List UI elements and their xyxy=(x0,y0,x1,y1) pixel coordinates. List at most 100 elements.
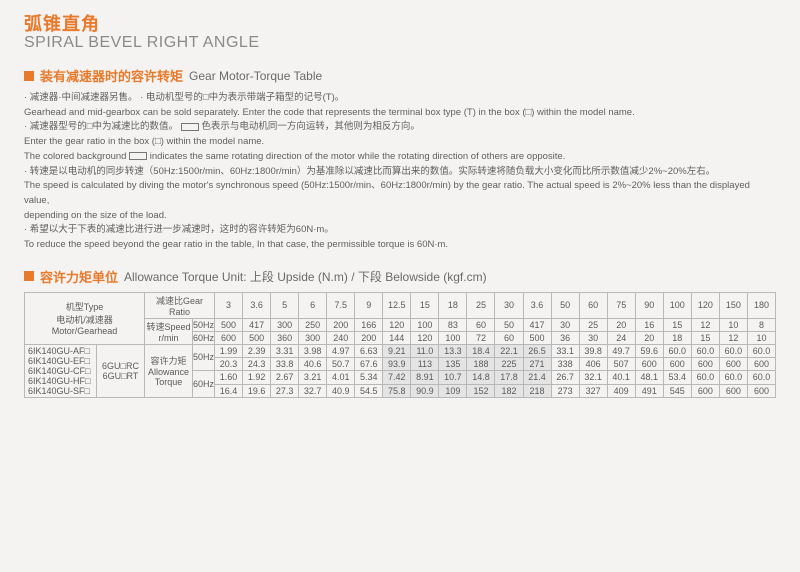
table-cell: 60.0 xyxy=(719,370,747,384)
table-cell: 11.0 xyxy=(411,344,439,357)
table-cell: 1.99 xyxy=(215,344,243,357)
table-cell: 3.98 xyxy=(299,344,327,357)
table-cell: 3.6 xyxy=(523,292,551,318)
section1-en: Gear Motor-Torque Table xyxy=(189,69,322,83)
table-cell: 4.01 xyxy=(327,370,355,384)
table-cell: 600 xyxy=(691,357,719,370)
table-cell: 545 xyxy=(663,384,691,397)
table-cell: 54.5 xyxy=(355,384,383,397)
table-cell: 3 xyxy=(215,292,243,318)
table-cell: 48.1 xyxy=(635,370,663,384)
table-cell: 容许力矩 Allowance Torque xyxy=(145,344,193,397)
table-cell: 600 xyxy=(635,357,663,370)
table-cell: 20 xyxy=(635,331,663,344)
note-text: · 减速器型号的□中为减速比的数值。 xyxy=(24,121,178,132)
table-cell: 60.0 xyxy=(747,370,775,384)
table-cell: 600 xyxy=(719,384,747,397)
torque-table: 机型Type 电动机/减速器 Motor/Gearhead减速比Gear Rat… xyxy=(24,292,776,398)
table-cell: 409 xyxy=(607,384,635,397)
table-cell: 60Hz xyxy=(193,331,215,344)
table-cell: 50 xyxy=(551,292,579,318)
table-cell: 25 xyxy=(467,292,495,318)
note-line: · 减速器·中间减速器另售。 · 电动机型号的□中为表示带端子箱型的记号(T)。 xyxy=(24,91,776,106)
table-cell: 144 xyxy=(383,331,411,344)
note-line: The colored background indicates the sam… xyxy=(24,150,776,165)
table-cell: 100 xyxy=(439,331,467,344)
title-zh: 弧锥直角 xyxy=(24,10,776,36)
table-cell: 6 xyxy=(299,292,327,318)
table-cell: 273 xyxy=(551,384,579,397)
table-cell: 166 xyxy=(355,318,383,331)
table-cell: 152 xyxy=(467,384,495,397)
note-line: Gearhead and mid-gearbox can be sold sep… xyxy=(24,106,776,121)
table-cell: 13.3 xyxy=(439,344,467,357)
table-cell: 507 xyxy=(607,357,635,370)
table-cell: 8.91 xyxy=(411,370,439,384)
table-cell: 10.7 xyxy=(439,370,467,384)
table-cell: 182 xyxy=(495,384,523,397)
table-cell: 500 xyxy=(215,318,243,331)
table-cell: 83 xyxy=(439,318,467,331)
table-cell: 90.9 xyxy=(411,384,439,397)
section-torque-table: 装有减速器时的容许转矩 Gear Motor-Torque Table xyxy=(24,66,776,85)
table-cell: 26.5 xyxy=(523,344,551,357)
note-line: depending on the size of the load. xyxy=(24,209,776,224)
table-cell: 16 xyxy=(635,318,663,331)
table-cell: 2.39 xyxy=(243,344,271,357)
table-cell: 39.8 xyxy=(579,344,607,357)
table-cell: 40.6 xyxy=(299,357,327,370)
table-cell: 60.0 xyxy=(691,344,719,357)
table-cell: 100 xyxy=(411,318,439,331)
table-cell: 600 xyxy=(215,331,243,344)
table-cell: 600 xyxy=(747,357,775,370)
table-cell: 50.7 xyxy=(327,357,355,370)
table-cell: 减速比Gear Ratio xyxy=(145,292,215,318)
note-line: To reduce the speed beyond the gear rati… xyxy=(24,238,776,253)
table-cell: 600 xyxy=(691,384,719,397)
table-cell: 72 xyxy=(467,331,495,344)
legend-box-icon xyxy=(129,152,147,160)
table-cell: 21.4 xyxy=(523,370,551,384)
table-cell: 67.6 xyxy=(355,357,383,370)
table-cell: 225 xyxy=(495,357,523,370)
table-cell: 50Hz xyxy=(193,318,215,331)
table-cell: 20 xyxy=(607,318,635,331)
table-cell: 7.5 xyxy=(327,292,355,318)
table-cell: 26.7 xyxy=(551,370,579,384)
table-cell: 40.9 xyxy=(327,384,355,397)
table-cell: 5 xyxy=(271,292,299,318)
table-cell: 22.1 xyxy=(495,344,523,357)
table-cell: 150 xyxy=(719,292,747,318)
table-cell: 90 xyxy=(635,292,663,318)
table-cell: 360 xyxy=(271,331,299,344)
table-cell: 18.4 xyxy=(467,344,495,357)
bullet-square-icon xyxy=(24,271,34,281)
table-cell: 300 xyxy=(271,318,299,331)
table-cell: 18 xyxy=(663,331,691,344)
table-cell: 200 xyxy=(327,318,355,331)
legend-box-icon xyxy=(181,123,199,131)
table-cell: 3.6 xyxy=(243,292,271,318)
table-cell: 12 xyxy=(691,318,719,331)
table-cell: 200 xyxy=(355,331,383,344)
table-cell: 53.4 xyxy=(663,370,691,384)
table-cell: 2.67 xyxy=(271,370,299,384)
table-cell: 60.0 xyxy=(663,344,691,357)
table-cell: 60 xyxy=(495,331,523,344)
table-cell: 6IK140GU-AF□ 6IK140GU-EF□ 6IK140GU-CF□ 6… xyxy=(25,344,97,397)
table-cell: 417 xyxy=(243,318,271,331)
note-line: · 转速是以电动机的同步转速（50Hz:1500r/min、60Hz:1800r… xyxy=(24,165,776,180)
title-en: SPIRAL BEVEL RIGHT ANGLE xyxy=(24,34,776,52)
note-line: Enter the gear ratio in the box (□) with… xyxy=(24,135,776,150)
table-cell: 109 xyxy=(439,384,467,397)
note-text: The colored background xyxy=(24,151,126,162)
table-cell: 10 xyxy=(719,318,747,331)
table-cell: 15 xyxy=(411,292,439,318)
table-cell: 50 xyxy=(495,318,523,331)
table-cell: 120 xyxy=(411,331,439,344)
bullet-square-icon xyxy=(24,71,34,81)
table-cell: 600 xyxy=(747,384,775,397)
table-cell: 491 xyxy=(635,384,663,397)
table-cell: 188 xyxy=(467,357,495,370)
section-torque-unit: 容许力矩单位 Allowance Torque Unit: 上段 Upside … xyxy=(24,267,776,286)
